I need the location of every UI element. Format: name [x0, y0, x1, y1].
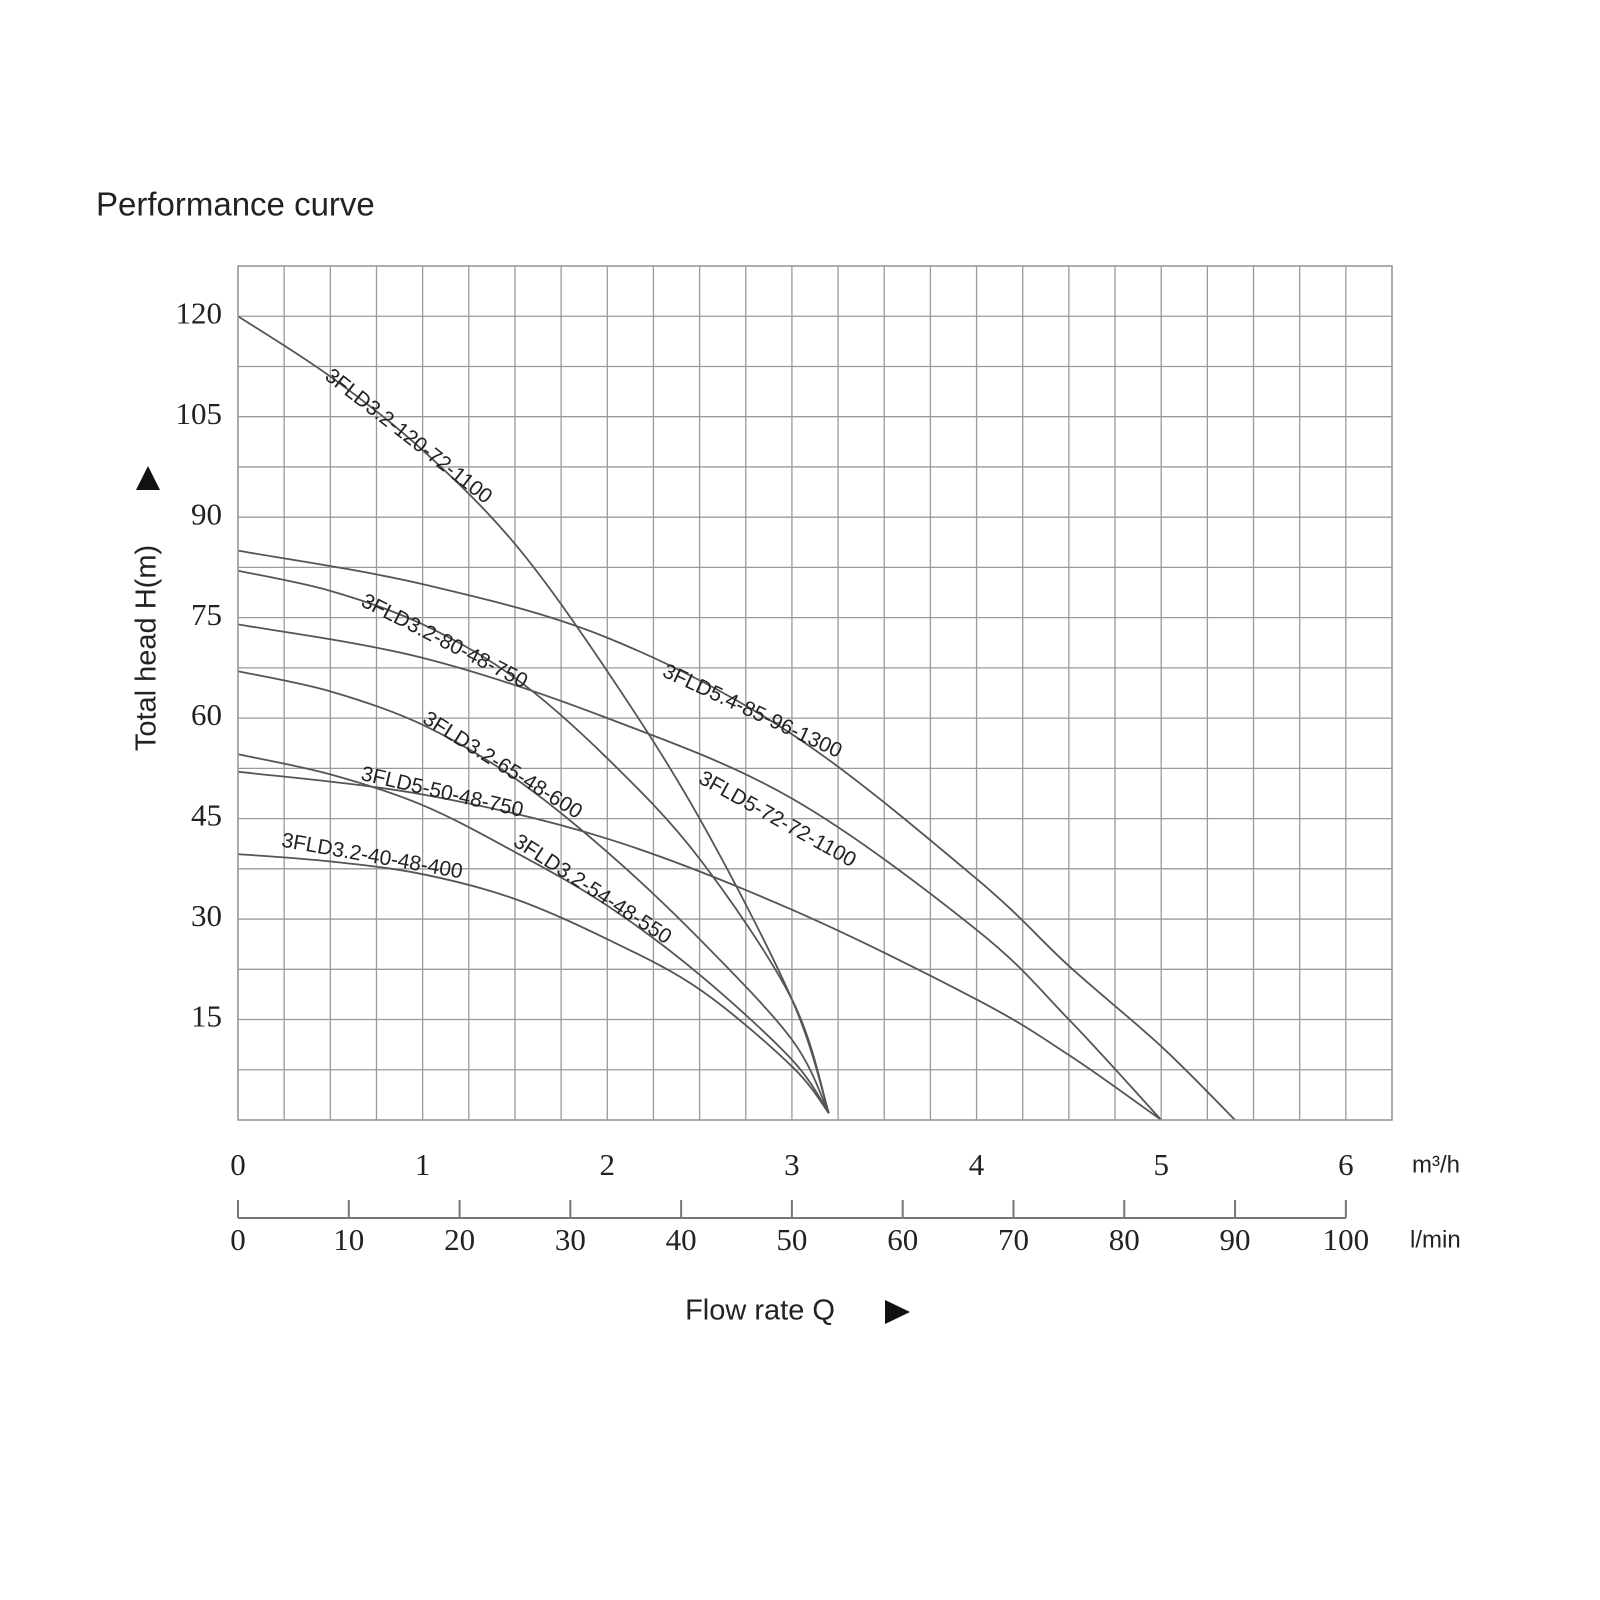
curve [237, 670, 830, 1114]
x2-tick-label: 60 [887, 1222, 918, 1257]
x2-tick-label: 80 [1109, 1222, 1140, 1257]
x-tick-label: 1 [415, 1147, 431, 1182]
curve [237, 549, 1236, 1121]
curve [237, 753, 830, 1114]
curve [237, 770, 1162, 1121]
chart-title: Performance curve [96, 186, 375, 223]
x-tick-label: 4 [969, 1147, 985, 1182]
x2-tick-label: 20 [444, 1222, 475, 1257]
y-tick-label: 75 [191, 597, 222, 632]
y-tick-label: 30 [191, 898, 222, 933]
curve-label: 3FLD3.2-54-48-550 [509, 830, 675, 949]
x2-tick-label: 0 [230, 1222, 246, 1257]
plot-frame [237, 265, 1393, 1121]
x-unit: m³/h [1412, 1151, 1460, 1178]
curve [237, 853, 830, 1114]
x-tick-label: 2 [600, 1147, 616, 1182]
y-tick-label: 60 [191, 697, 222, 732]
y-tick-label: 105 [176, 396, 223, 431]
x-tick-label: 3 [784, 1147, 800, 1182]
curve [237, 315, 830, 1114]
y-arrow [136, 466, 160, 490]
x2-tick-label: 30 [555, 1222, 586, 1257]
x2-tick-label: 50 [776, 1222, 807, 1257]
x-axis-title: Flow rate Q [685, 1295, 835, 1327]
y-axis-title: Total head H(m) [131, 545, 163, 751]
y-tick-label: 15 [191, 999, 222, 1034]
curve-label: 3FLD5.4-85-96-1300 [659, 660, 845, 763]
y-tick-label: 120 [176, 295, 223, 330]
curve-label: 3FLD3.2-120-72-1100 [321, 364, 497, 508]
x-arrow [885, 1300, 910, 1324]
x2-tick-label: 70 [998, 1222, 1029, 1257]
x2-tick-label: 40 [666, 1222, 697, 1257]
x2-unit: l/min [1410, 1226, 1461, 1253]
x2-tick-label: 100 [1323, 1222, 1370, 1257]
x-tick-label: 5 [1153, 1147, 1169, 1182]
curve [237, 623, 1162, 1121]
x2-tick-label: 10 [333, 1222, 364, 1257]
y-tick-label: 45 [191, 798, 222, 833]
curve [237, 569, 830, 1114]
y-tick-label: 90 [191, 496, 222, 531]
x-tick-label: 6 [1338, 1147, 1354, 1182]
curve-label: 3FLD3.2-40-48-400 [280, 829, 464, 883]
x2-tick-label: 90 [1220, 1222, 1251, 1257]
x-tick-label: 0 [230, 1147, 246, 1182]
